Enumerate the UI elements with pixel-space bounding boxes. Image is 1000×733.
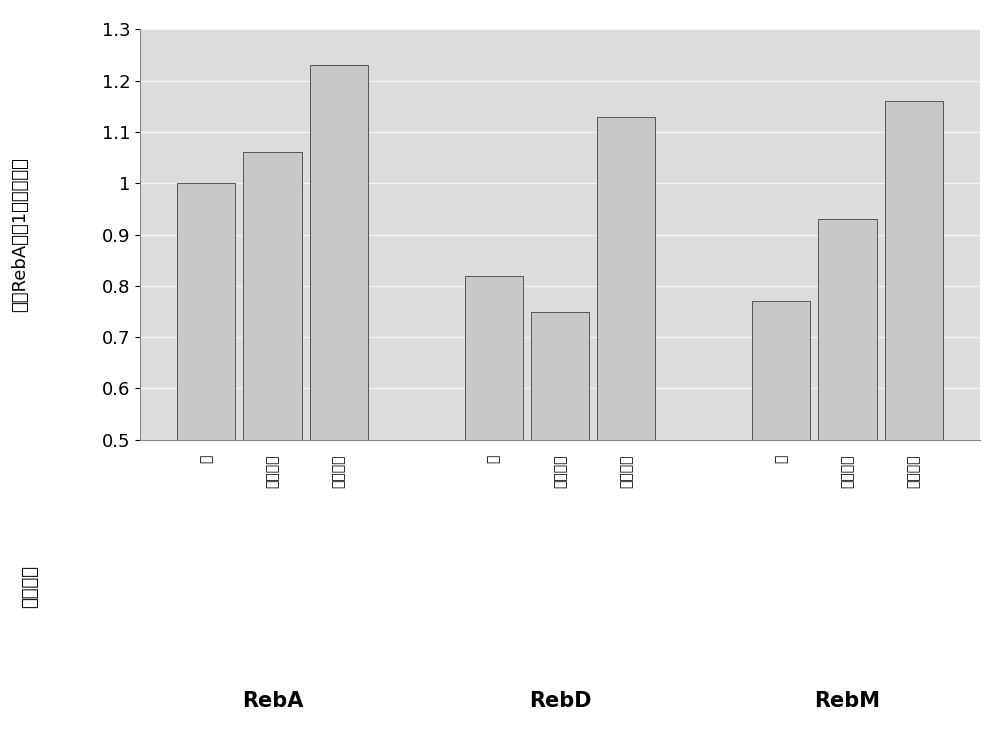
Text: 和啡因酸: 和啡因酸 xyxy=(553,454,567,488)
Text: 和啡因酸: 和啡因酸 xyxy=(840,454,854,488)
Text: －: － xyxy=(199,454,213,463)
Bar xyxy=(531,312,589,440)
Text: （将RebA作为1时的比例）: （将RebA作为1时的比例） xyxy=(11,157,29,312)
Text: 和肉桂醇: 和肉桂醇 xyxy=(332,454,346,488)
Text: RebA: RebA xyxy=(242,691,303,711)
Bar xyxy=(310,65,368,440)
Text: －: － xyxy=(487,454,501,463)
Bar xyxy=(465,276,523,440)
Bar xyxy=(177,183,235,440)
Bar xyxy=(597,117,655,440)
Text: 和啡因酸: 和啡因酸 xyxy=(266,454,280,488)
Text: 和肉桂醇: 和肉桂醇 xyxy=(907,454,921,488)
Text: 和肉桂醇: 和肉桂醇 xyxy=(619,454,633,488)
Bar xyxy=(243,152,302,440)
Bar xyxy=(818,219,877,440)
Text: －: － xyxy=(774,454,788,463)
Text: RebM: RebM xyxy=(814,691,880,711)
Text: 气泡液面: 气泡液面 xyxy=(21,565,39,608)
Bar xyxy=(752,301,810,440)
Bar xyxy=(885,101,943,440)
Text: RebD: RebD xyxy=(529,691,591,711)
